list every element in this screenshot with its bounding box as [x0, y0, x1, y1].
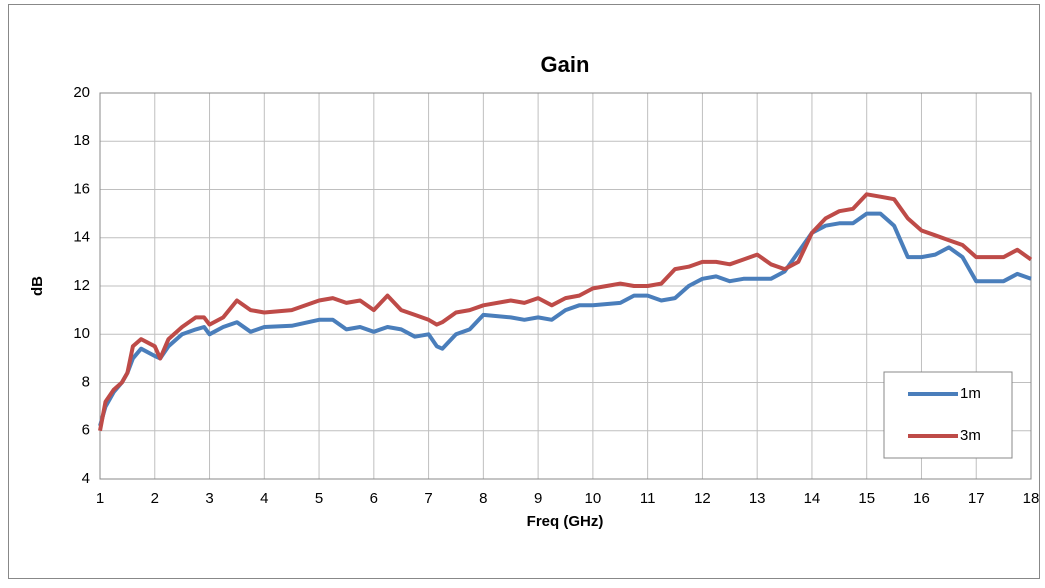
legend-box — [884, 372, 1012, 458]
y-tick-label: 10 — [73, 325, 90, 342]
x-tick-label: 17 — [968, 490, 985, 507]
x-tick-label: 10 — [585, 490, 602, 507]
x-tick-label: 6 — [370, 490, 378, 507]
x-tick-label: 14 — [804, 490, 821, 507]
x-tick-label: 5 — [315, 490, 323, 507]
y-tick-label: 18 — [73, 132, 90, 149]
y-tick-label: 14 — [73, 229, 90, 246]
x-tick-label: 11 — [640, 490, 656, 507]
x-tick-label: 9 — [534, 490, 542, 507]
legend-label: 1m — [960, 385, 981, 402]
x-axis-label: Freq (GHz) — [527, 513, 604, 530]
chart-frame — [9, 5, 1040, 579]
x-tick-label: 2 — [151, 490, 159, 507]
chart-title: Gain — [541, 52, 590, 77]
y-tick-label: 20 — [73, 84, 90, 101]
x-tick-label: 16 — [913, 490, 930, 507]
y-tick-label: 12 — [73, 277, 90, 294]
x-tick-label: 8 — [479, 490, 487, 507]
x-tick-label: 4 — [260, 490, 268, 507]
y-axis-label: dB — [29, 276, 46, 296]
x-tick-label: 7 — [424, 490, 432, 507]
y-tick-label: 6 — [82, 422, 90, 439]
legend-label: 3m — [960, 427, 981, 444]
x-tick-label: 13 — [749, 490, 766, 507]
x-tick-label: 1 — [96, 490, 104, 507]
x-tick-label: 18 — [1023, 490, 1040, 507]
x-tick-label: 15 — [858, 490, 875, 507]
y-tick-label: 8 — [82, 373, 90, 390]
chart: Gain Freq (GHz) dB 468101214161820123456… — [0, 0, 1045, 583]
x-tick-label: 3 — [205, 490, 213, 507]
x-tick-label: 12 — [694, 490, 711, 507]
y-tick-label: 16 — [73, 180, 90, 197]
y-tick-label: 4 — [82, 470, 90, 487]
